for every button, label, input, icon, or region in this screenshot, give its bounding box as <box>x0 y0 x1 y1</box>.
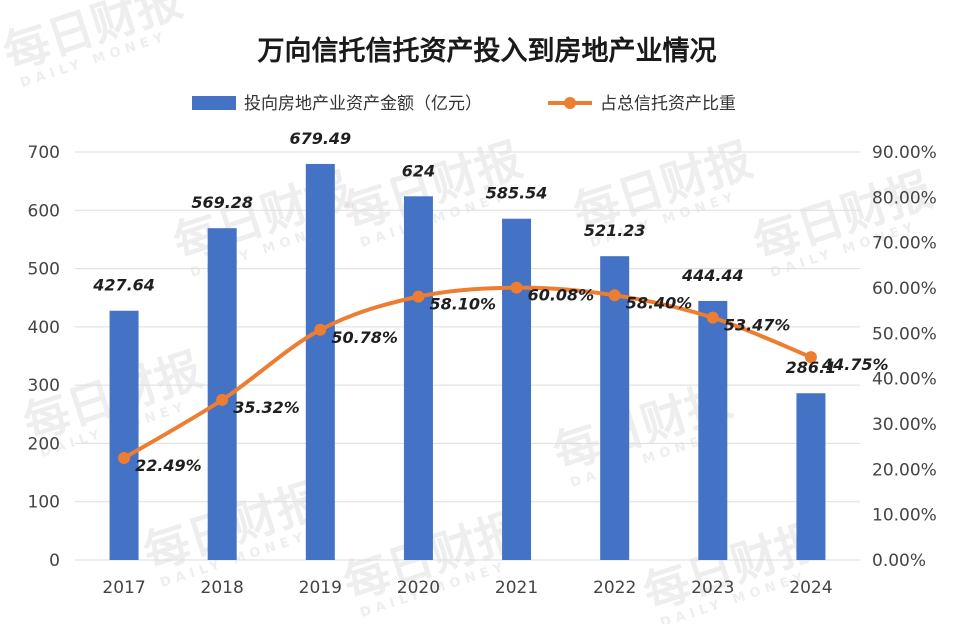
y-right-tick-label: 20.00% <box>872 460 937 480</box>
x-tick-label: 2023 <box>691 578 734 598</box>
bar-value-label: 286.1 <box>786 358 837 377</box>
line-point <box>804 351 817 364</box>
y-left-tick-label: 600 <box>28 201 60 221</box>
y-right-tick-label: 10.00% <box>872 506 937 526</box>
line-value-label: 58.40% <box>626 293 693 312</box>
bar-value-label: 585.54 <box>486 184 548 203</box>
line-point <box>510 281 523 294</box>
x-tick-label: 2019 <box>299 578 342 598</box>
y-right-tick-label: 40.00% <box>872 370 937 390</box>
legend-line-marker <box>564 97 576 109</box>
x-tick-label: 2024 <box>789 578 832 598</box>
gridlines <box>75 151 860 561</box>
x-tick-label: 2018 <box>201 578 244 598</box>
bar <box>305 163 335 560</box>
line-series <box>118 281 817 465</box>
x-tick-label: 2021 <box>495 578 538 598</box>
line-value-label: 50.78% <box>331 328 398 347</box>
y-left-tick-label: 300 <box>28 376 60 396</box>
line-value-label: 44.75% <box>821 355 889 374</box>
bar-value-label: 521.23 <box>584 221 646 240</box>
line-value-label: 22.49% <box>135 456 202 475</box>
bar-value-label: 569.28 <box>191 193 253 212</box>
bar-value-label: 444.44 <box>681 266 744 285</box>
bar-value-label: 624 <box>402 161 435 180</box>
axes: 0 100 200 300 400 500 600 700 0.00% 10.00% 20.00% 3… <box>28 143 937 598</box>
bar-value-label: 679.49 <box>289 129 351 148</box>
line-value-label: 35.32% <box>233 398 300 417</box>
y-right-tick-label: 30.00% <box>872 415 937 435</box>
y-right-tick-label: 80.00% <box>872 188 937 208</box>
y-left-tick-label: 400 <box>28 318 60 338</box>
x-tick-label: 2022 <box>593 578 636 598</box>
bar-value-label: 427.64 <box>92 276 155 295</box>
y-right-tick-label: 50.00% <box>872 324 937 344</box>
line-point <box>216 393 229 406</box>
legend-bar-swatch <box>192 96 236 110</box>
legend-line-label: 占总信托资产比重 <box>600 94 736 114</box>
chart-title: 万向信托信托资产投入到房地产业情况 <box>258 35 717 67</box>
bar <box>698 300 728 560</box>
y-right-tick-label: 60.00% <box>872 279 937 299</box>
y-left-tick-label: 0 <box>49 551 60 571</box>
y-left-tick-label: 700 <box>28 143 60 163</box>
legend: 投向房地产业资产金额（亿元） 占总信托资产比重 <box>192 94 736 114</box>
y-right-tick-label: 90.00% <box>872 143 937 163</box>
line-point <box>118 452 131 465</box>
bar <box>403 196 433 560</box>
y-left-tick-label: 100 <box>28 493 60 513</box>
line-path <box>123 285 812 460</box>
bar <box>796 393 826 560</box>
line-value-label: 58.10% <box>429 295 496 314</box>
line-point <box>706 311 719 324</box>
bar <box>502 218 532 561</box>
line-value-label: 60.08% <box>528 286 595 305</box>
data-labels: 427.64 569.28 679.49 624 585.54 521.23 444.44 2… <box>92 129 888 475</box>
legend-bar-label: 投向房地产业资产金额（亿元） <box>244 94 482 114</box>
line-point <box>412 290 425 303</box>
y-right-tick-label: 70.00% <box>872 234 937 254</box>
bar <box>600 256 630 560</box>
y-left-tick-label: 200 <box>28 434 60 454</box>
line-point <box>314 323 327 336</box>
bar <box>109 310 139 560</box>
x-tick-label: 2020 <box>397 578 440 598</box>
line-point <box>608 289 621 302</box>
y-left-tick-label: 500 <box>28 260 60 280</box>
x-tick-label: 2017 <box>102 578 145 598</box>
line-value-label: 53.47% <box>724 316 791 335</box>
y-right-tick-label: 0.00% <box>872 551 926 571</box>
